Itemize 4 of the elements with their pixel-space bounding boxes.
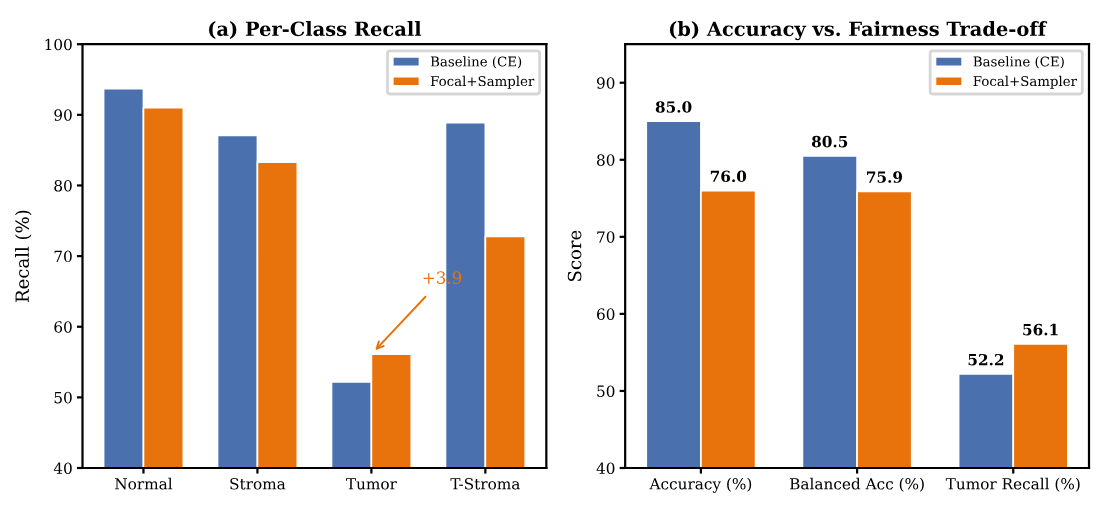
- chart-title: (a) Per-Class Recall: [209, 21, 422, 39]
- y-axis-title: Score: [567, 230, 582, 281]
- chart-title: (b) Accuracy vs. Fairness Trade-off: [669, 21, 1048, 41]
- y-axis-title: Recall (%): [15, 210, 32, 302]
